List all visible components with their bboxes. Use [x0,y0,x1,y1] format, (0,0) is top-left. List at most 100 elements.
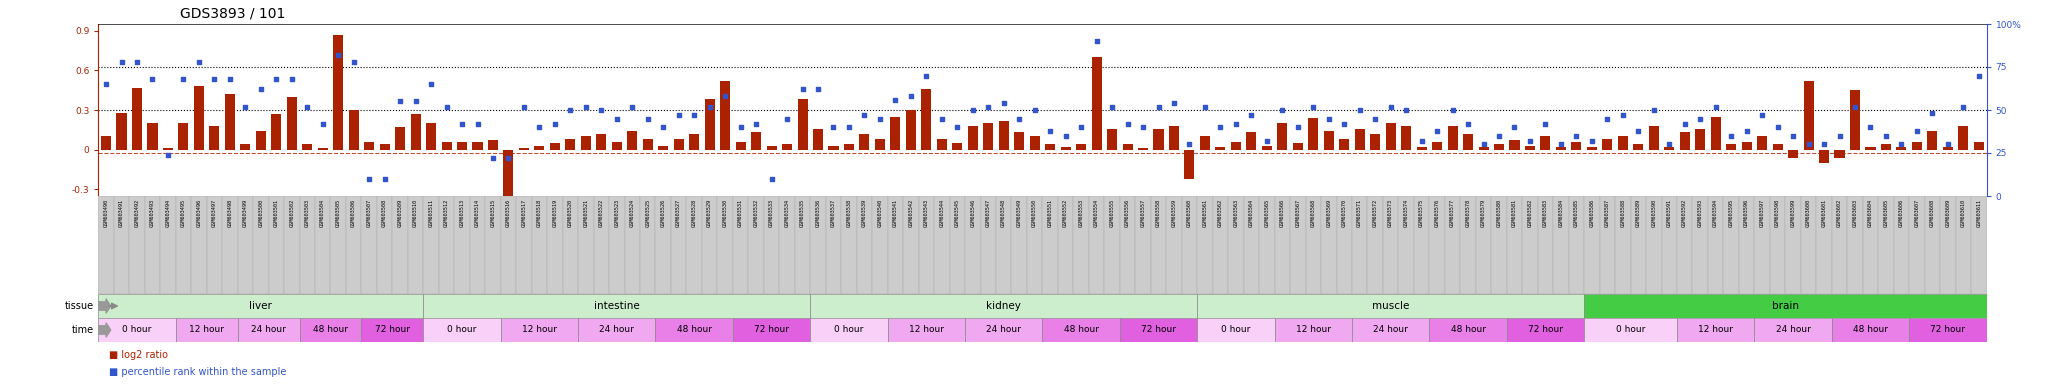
Text: GSM603526: GSM603526 [662,199,666,227]
Text: GSM603559: GSM603559 [1171,199,1176,227]
Bar [393,196,408,294]
Point [1808,141,1841,147]
Text: GSM603602: GSM603602 [1837,199,1841,227]
Bar [504,150,514,222]
Point [369,176,401,182]
Bar [655,318,733,342]
Text: GSM603608: GSM603608 [1929,199,1935,227]
Bar [1274,196,1290,294]
Text: GSM603564: GSM603564 [1249,199,1253,227]
Point [213,76,246,82]
Bar [115,196,129,294]
Bar [1151,196,1165,294]
Bar [1939,196,1956,294]
Text: GSM603516: GSM603516 [506,199,510,227]
Text: GSM603594: GSM603594 [1714,199,1718,227]
Bar [1444,196,1460,294]
Text: GSM603575: GSM603575 [1419,199,1423,227]
Point [739,121,772,127]
Bar [547,196,563,294]
Bar [795,196,811,294]
Text: GSM603552: GSM603552 [1063,199,1069,227]
Text: 72 hour: 72 hour [1931,326,1966,334]
Point [104,59,137,65]
Bar [891,117,901,150]
Text: GSM603544: GSM603544 [940,199,944,227]
Bar [811,318,887,342]
Bar [160,196,176,294]
Text: GSM603532: GSM603532 [754,199,758,227]
Bar [1382,196,1399,294]
Bar [578,196,594,294]
Bar [565,139,575,150]
Bar [1538,196,1552,294]
Bar [1198,294,1585,318]
Bar [1585,294,1987,318]
Bar [1569,196,1585,294]
Text: GSM603589: GSM603589 [1636,199,1640,227]
Bar [395,127,406,150]
Bar [752,132,762,150]
Bar [1585,318,1677,342]
Point [1452,121,1485,127]
Point [383,98,416,104]
Bar [936,139,946,150]
Point [1034,127,1067,134]
Bar [346,196,360,294]
Text: 12 hour: 12 hour [1296,326,1331,334]
Bar [145,196,160,294]
Text: GSM603517: GSM603517 [522,199,526,227]
Point [414,81,446,87]
Point [616,104,649,110]
Bar [1878,196,1894,294]
Bar [1274,318,1352,342]
Point [770,116,803,122]
Bar [578,318,655,342]
Bar [457,142,467,150]
Point [1731,127,1763,134]
Bar [1540,136,1550,150]
Point [586,107,618,113]
Bar [625,196,641,294]
Point [956,107,989,113]
Bar [1649,126,1659,150]
Bar [825,196,842,294]
Point [987,100,1020,106]
Text: GSM603588: GSM603588 [1620,199,1626,227]
Bar [360,196,377,294]
Point [1653,141,1686,147]
Point [260,76,293,82]
Bar [705,99,715,150]
Text: GSM603536: GSM603536 [815,199,821,227]
Bar [254,196,268,294]
Text: GSM603569: GSM603569 [1327,199,1331,227]
Point [1683,116,1716,122]
Text: 24 hour: 24 hour [252,326,287,334]
Point [694,104,727,110]
Point [338,59,371,65]
Text: GSM603549: GSM603549 [1016,199,1022,227]
Bar [1909,196,1925,294]
Bar [1104,196,1120,294]
Bar [965,196,981,294]
Text: GSM603567: GSM603567 [1294,199,1300,227]
Bar [287,97,297,150]
Bar [1075,144,1085,150]
Bar [1323,131,1333,150]
Text: GSM603545: GSM603545 [954,199,961,227]
Bar [1413,196,1430,294]
Text: 12 hour: 12 hour [909,326,944,334]
Bar [1305,196,1321,294]
Bar [424,318,500,342]
Bar [811,294,1198,318]
Bar [1526,146,1536,150]
Bar [903,196,920,294]
Text: GSM603494: GSM603494 [166,199,170,227]
Bar [535,146,545,150]
Text: ■ percentile rank within the sample: ■ percentile rank within the sample [109,367,287,377]
Bar [721,81,731,150]
Bar [365,142,375,150]
Bar [594,196,608,294]
Bar [1430,318,1507,342]
Bar [1479,147,1489,150]
